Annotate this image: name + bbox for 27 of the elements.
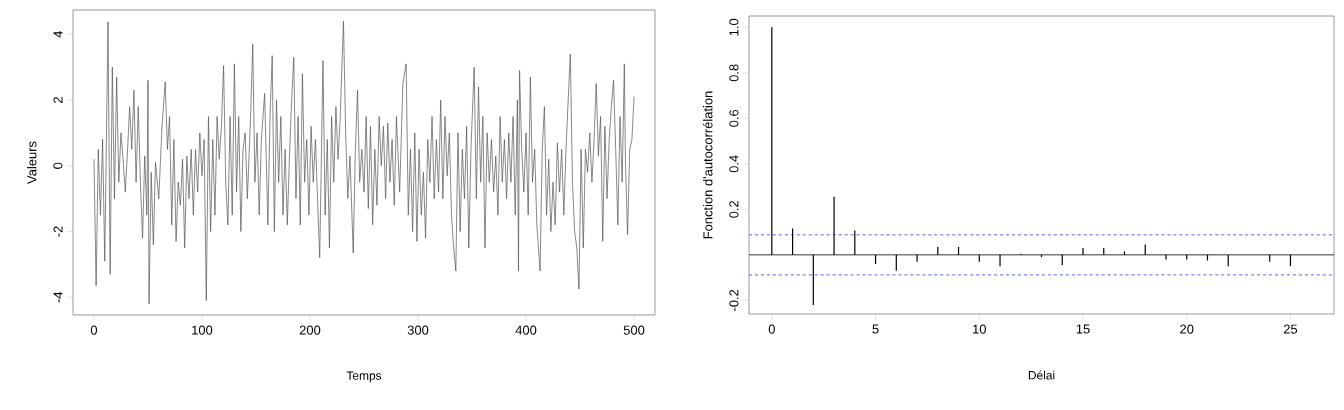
y-tick-label: 2	[53, 97, 63, 103]
x-tick-label: 200	[299, 325, 321, 335]
y-tick-label: 0.4	[729, 155, 739, 173]
x-axis-title: Temps	[346, 371, 382, 383]
y-tick-label: 0.6	[729, 109, 739, 127]
x-tick-label: 0	[90, 325, 98, 335]
x-tick-label: 20	[1180, 324, 1194, 334]
y-tick-label: 1.0	[729, 18, 739, 36]
x-tick-label: 10	[973, 324, 986, 334]
x-tick-label: 300	[407, 325, 429, 335]
x-tick-label: 0	[768, 324, 775, 334]
y-tick-label: -4	[53, 291, 63, 303]
x-tick-label: 25	[1283, 324, 1298, 334]
y-axis-title: Fonction d'autocorrélation	[702, 91, 713, 239]
y-tick-label: -0.2	[729, 289, 739, 311]
x-tick-label: 500	[623, 325, 645, 335]
y-tick-label: 0.2	[729, 201, 739, 218]
y-tick-label: 0	[53, 162, 63, 169]
x-tick-label: 100	[192, 325, 213, 335]
y-axis-title: Valeurs	[26, 141, 37, 184]
x-tick-label: 5	[872, 324, 879, 334]
x-tick-label: 400	[515, 325, 537, 335]
y-tick-label: 4	[53, 31, 63, 38]
x-axis-title: Délai	[1028, 370, 1055, 380]
y-tick-label: 0.8	[729, 64, 739, 82]
y-tick-label: -2	[53, 226, 63, 237]
x-tick-label: 15	[1076, 324, 1090, 334]
